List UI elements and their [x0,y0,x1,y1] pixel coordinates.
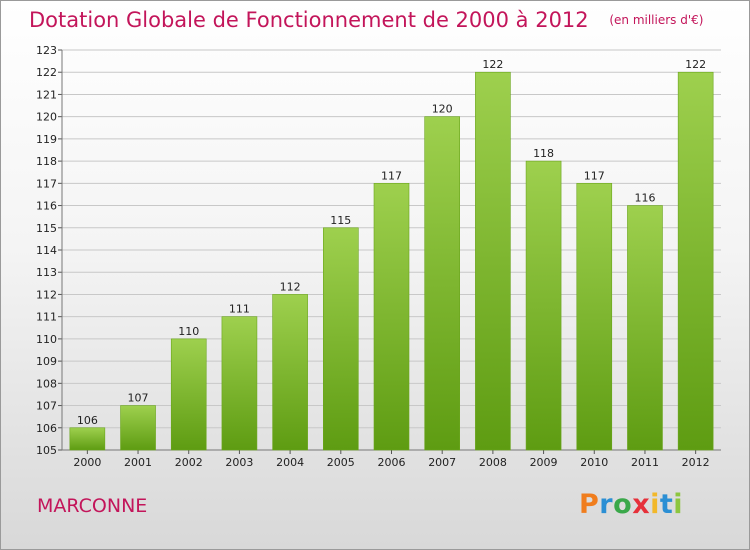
y-tick-label: 112 [36,288,57,301]
x-tick-label: 2012 [682,456,710,469]
y-tick-label: 114 [36,244,57,257]
value-label: 115 [330,214,351,227]
bars-layer [69,71,714,451]
bar-2000 [69,427,106,451]
y-tick-label: 108 [36,377,57,390]
logo-letter: P [579,489,600,520]
bar-2008 [475,71,511,451]
y-tick-label: 122 [36,66,57,79]
bar-2002 [170,338,207,451]
value-label: 122 [482,58,503,71]
y-tick-label: 110 [36,333,57,346]
value-label: 110 [178,325,199,338]
y-tick-label: 111 [36,311,57,324]
y-tick-label: 106 [36,422,57,435]
x-tick-label: 2000 [73,456,101,469]
logo-letter: x [632,489,651,520]
bar-2003 [221,316,258,451]
labels-layer: 105 106 107 108 109 110 111 112 113 114 115 116 117 1… [36,44,710,469]
bar-2009 [525,160,562,451]
y-tick-label: 119 [36,133,57,146]
proxiti-logo: Proxiti [579,489,683,520]
logo-letter: i [650,489,660,520]
x-tick-label: 2005 [327,456,355,469]
y-tick-label: 117 [36,177,57,190]
x-tick-label: 2003 [225,456,253,469]
value-label: 116 [634,192,655,205]
logo-letter: i [673,489,684,520]
value-label: 117 [381,169,402,182]
x-tick-label: 2011 [631,456,659,469]
value-label: 106 [77,414,98,427]
logo-letter: o [613,489,633,520]
value-label: 122 [685,58,706,71]
y-tick-label: 123 [36,44,57,57]
value-label: 107 [128,392,149,405]
bar-2006 [373,183,410,451]
y-tick-label: 113 [36,266,57,279]
chart-title: Dotation Globale de Fonctionnement de 20… [29,8,703,32]
x-tick-label: 2010 [580,456,608,469]
x-tick-label: 2007 [428,456,456,469]
value-label: 120 [432,103,453,116]
value-label: 112 [280,280,301,293]
city-name: MARCONNE [37,495,148,517]
chart-title-text: Dotation Globale de Fonctionnement de 20… [29,8,589,32]
logo-letter: r [599,489,614,520]
logo-letter: t [659,489,674,520]
bar-2012 [677,71,714,451]
y-tick-label: 115 [36,222,57,235]
y-tick-label: 116 [36,200,57,213]
value-label: 118 [533,147,554,160]
y-tick-label: 105 [36,444,57,457]
x-tick-label: 2008 [479,456,507,469]
x-tick-label: 2004 [276,456,304,469]
x-tick-label: 2002 [175,456,203,469]
bar-2004 [272,294,308,451]
bar-2011 [627,205,663,451]
bar-2007 [424,116,460,451]
y-tick-label: 121 [36,88,57,101]
bar-2001 [120,405,156,451]
bar-2010 [576,183,613,451]
value-label: 117 [584,169,605,182]
x-tick-label: 2009 [530,456,558,469]
x-tick-label: 2006 [378,456,406,469]
y-tick-label: 118 [36,155,57,168]
chart-unit-note: (en milliers d'€) [609,13,704,27]
y-tick-label: 107 [36,400,57,413]
y-tick-label: 109 [36,355,57,368]
value-label: 111 [229,303,250,316]
y-tick-label: 120 [36,111,57,124]
x-tick-label: 2001 [124,456,152,469]
bar-2005 [323,227,359,451]
